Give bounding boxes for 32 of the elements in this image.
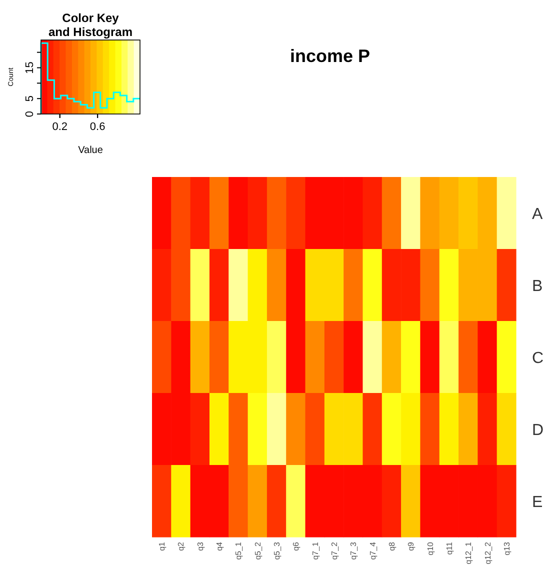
x-tick-label: q12_2	[483, 541, 492, 564]
x-tick-label: q7_1	[310, 541, 320, 560]
color-bar-label: 0.2	[52, 121, 68, 133]
x-tick-label: q4	[215, 541, 224, 551]
y-tick-label: C	[532, 350, 544, 367]
x-tick-label: q12_1	[464, 541, 474, 564]
x-tick-label: q2	[176, 541, 186, 551]
x-tick-label: q5_1	[234, 541, 244, 560]
y-tick-label: B	[532, 278, 543, 295]
x-axis-title: Value	[78, 145, 104, 156]
x-tick-label: q5_2	[253, 541, 262, 560]
x-tick-label: q7_3	[349, 541, 358, 560]
x-tick-label: q10	[426, 541, 435, 556]
x-tick-label: q6	[292, 541, 301, 551]
y-tick-label: 5	[24, 96, 36, 102]
chart-title: Color Key and Histogram	[48, 11, 133, 39]
x-tick-label: q1	[158, 541, 167, 551]
y-tick-label: D	[532, 422, 544, 439]
y-tick-label: 0	[24, 110, 36, 118]
y-tick-label: A	[532, 206, 543, 223]
y-tick-label: 15	[24, 62, 36, 74]
chart-title: income P	[290, 46, 370, 66]
x-tick-label: q9	[406, 541, 416, 551]
x-tick-label: q11	[444, 541, 454, 555]
x-tick-label: q8	[387, 541, 396, 551]
x-tick-label: q7_4	[368, 541, 378, 560]
x-tick-label: q3	[196, 541, 205, 551]
x-tick-label: q7_2	[330, 541, 339, 560]
x-tick-label: q13	[502, 541, 512, 556]
x-tick-label: q5_3	[272, 541, 282, 560]
color-bar-label: 0.6	[90, 121, 106, 133]
y-tick-label: E	[532, 494, 543, 511]
